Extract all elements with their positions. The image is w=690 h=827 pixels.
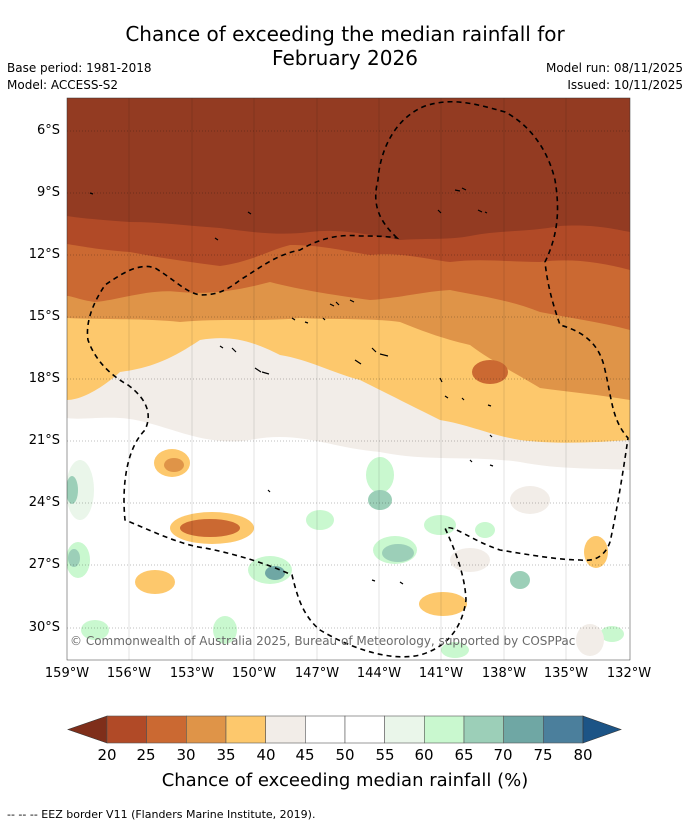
meridians — [128, 98, 567, 660]
lat-label: 9°S — [36, 185, 60, 200]
issued-date-text: Issued: 10/11/2025 — [567, 78, 683, 92]
wet-patch — [81, 620, 109, 640]
wet-patch — [475, 522, 495, 538]
wet-patch — [67, 476, 78, 504]
colorbar-tick-label: 45 — [295, 746, 315, 764]
eez-footnote: -- -- -- EEZ border V11 (Flanders Marine… — [7, 808, 316, 821]
colorbar-tick-label: 55 — [375, 746, 395, 764]
colorbar-swatch — [384, 715, 425, 744]
dry-patch — [164, 458, 184, 472]
model-run-text: Model run: 08/11/2025 — [545, 61, 683, 75]
colorbar-tick-label: 50 — [335, 746, 355, 764]
model-name-text: Model: ACCESS-S2 — [7, 78, 119, 92]
lon-label: 150°W — [231, 666, 277, 681]
lat-label: 15°S — [28, 309, 60, 324]
lon-label: 132°W — [606, 666, 652, 681]
wet-patch — [213, 616, 237, 644]
copyright-text: © Commonwealth of Australia 2025, Bureau… — [70, 634, 576, 648]
wet-patch — [510, 571, 530, 589]
colorbar-tick-label: 70 — [493, 746, 513, 764]
lon-label: 147°W — [294, 666, 340, 681]
lat-label: 30°S — [28, 620, 60, 635]
colorbar-swatch — [225, 715, 266, 744]
lon-label: 153°W — [169, 666, 215, 681]
dry-patch — [510, 486, 550, 514]
wet-patch — [600, 626, 624, 642]
lon-label: 159°W — [44, 666, 90, 681]
colorbar-swatch — [305, 715, 346, 744]
colorbar-over-arrow — [582, 715, 622, 744]
colorbar-swatch — [186, 715, 227, 744]
wet-patch — [441, 642, 469, 658]
colorbar-swatch — [146, 715, 187, 744]
colorbar-under-arrow — [67, 715, 108, 744]
colorbar-swatch — [106, 715, 147, 744]
islands — [89, 187, 494, 585]
colorbar-swatch — [265, 715, 306, 744]
colorbar-title: Chance of exceeding median rainfall (%) — [161, 770, 529, 791]
colorbar-tick-label: 35 — [216, 746, 236, 764]
colorbar — [67, 715, 622, 744]
wet-patch — [68, 549, 80, 567]
dry-patch — [419, 592, 467, 616]
map-frame — [66, 97, 631, 661]
wet-patch — [424, 515, 456, 535]
map-title-line1: Chance of exceeding the median rainfall … — [125, 22, 565, 46]
dry-patch — [472, 360, 508, 384]
lon-label: 144°W — [356, 666, 402, 681]
lat-label: 12°S — [28, 247, 60, 262]
colorbar-tick-label: 25 — [136, 746, 156, 764]
colorbar-swatch — [344, 715, 385, 744]
wet-patch — [368, 490, 392, 510]
lon-label: 141°W — [418, 666, 464, 681]
colorbar-tick-label: 75 — [533, 746, 553, 764]
lon-label: 156°W — [106, 666, 152, 681]
lon-label: 135°W — [543, 666, 589, 681]
lat-label: 18°S — [28, 371, 60, 386]
dry-patch — [180, 519, 240, 537]
wet-patch — [366, 457, 394, 493]
colorbar-swatch — [543, 715, 584, 744]
colorbar-swatch — [503, 715, 544, 744]
map-title: Chance of exceeding the median rainfall … — [0, 22, 690, 70]
colorbar-tick-label: 80 — [573, 746, 593, 764]
gridlines — [67, 130, 630, 629]
run-info: Model run: 08/11/2025 Issued: 10/11/2025 — [546, 60, 683, 94]
dry-patch — [450, 548, 490, 572]
lat-label: 21°S — [28, 433, 60, 448]
lat-label: 24°S — [28, 495, 60, 510]
colorbar-tick-label: 30 — [176, 746, 196, 764]
map-title-line2: February 2026 — [272, 46, 418, 70]
colorbar-tick-label: 60 — [414, 746, 434, 764]
colorbar-tick-label: 65 — [454, 746, 474, 764]
dry-patch — [576, 624, 604, 656]
lat-label: 27°S — [28, 557, 60, 572]
model-info: Base period: 1981-2018 Model: ACCESS-S2 — [7, 60, 152, 94]
eez-border — [86, 100, 629, 658]
wet-patch — [265, 566, 285, 580]
base-period-text: Base period: 1981-2018 — [7, 61, 152, 75]
wet-patch — [67, 460, 94, 520]
colorbar-swatch — [424, 715, 465, 744]
wet-patch — [382, 544, 414, 562]
dry-patch — [135, 570, 175, 594]
colorbar-tick-label: 40 — [256, 746, 276, 764]
zone-below-20 — [67, 98, 630, 240]
lon-label: 138°W — [481, 666, 527, 681]
lat-label: 6°S — [36, 123, 60, 138]
colorbar-tick-label: 20 — [97, 746, 117, 764]
colorbar-swatch — [463, 715, 504, 744]
wet-patch — [306, 510, 334, 530]
